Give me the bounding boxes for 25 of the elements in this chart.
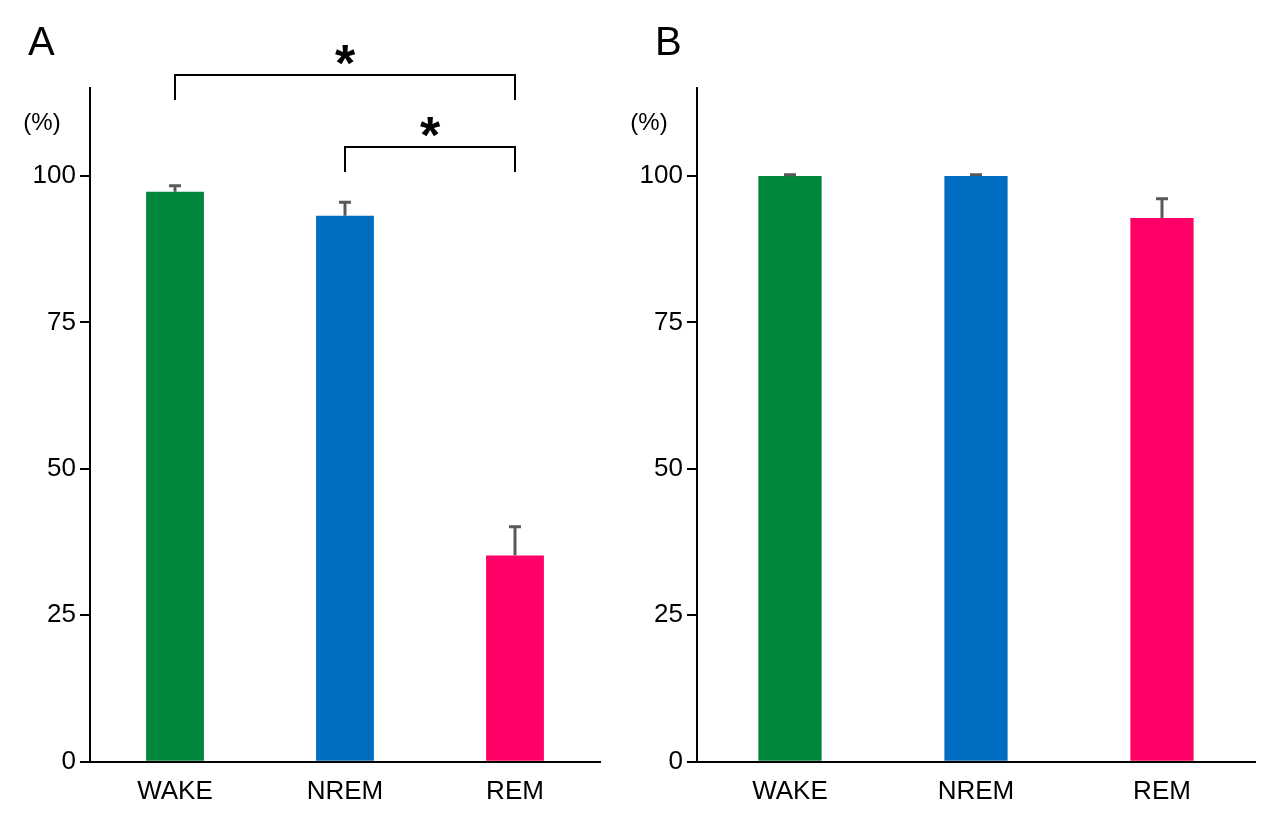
y-axis-title: (%) — [630, 108, 668, 135]
bar — [146, 191, 204, 761]
y-tick-label: 0 — [668, 744, 683, 775]
chart-title: A — [28, 19, 55, 63]
y-tick-label: 100 — [639, 159, 683, 190]
bar — [316, 215, 374, 761]
y-tick-label: 100 — [32, 159, 76, 190]
annotation: * — [419, 106, 441, 164]
y-tick-label: 0 — [61, 744, 76, 775]
bar — [486, 555, 544, 761]
x-tick-label: REM — [1133, 774, 1191, 805]
y-axis-title: (%) — [23, 108, 61, 135]
y-tick-label: 50 — [654, 452, 683, 483]
y-tick-label: 75 — [654, 305, 683, 336]
x-tick-label: NREM — [306, 774, 384, 805]
y-tick-label: 25 — [654, 598, 683, 629]
x-tick-label: REM — [486, 774, 544, 805]
x-tick-label: WAKE — [137, 774, 213, 805]
y-tick-label: 75 — [47, 305, 76, 336]
annotation: * — [334, 34, 356, 92]
x-tick-label: WAKE — [752, 774, 828, 805]
chart-title: B — [655, 19, 682, 63]
x-tick-label: NREM — [937, 774, 1015, 805]
y-tick-label: 25 — [47, 598, 76, 629]
y-tick-label: 50 — [47, 452, 76, 483]
